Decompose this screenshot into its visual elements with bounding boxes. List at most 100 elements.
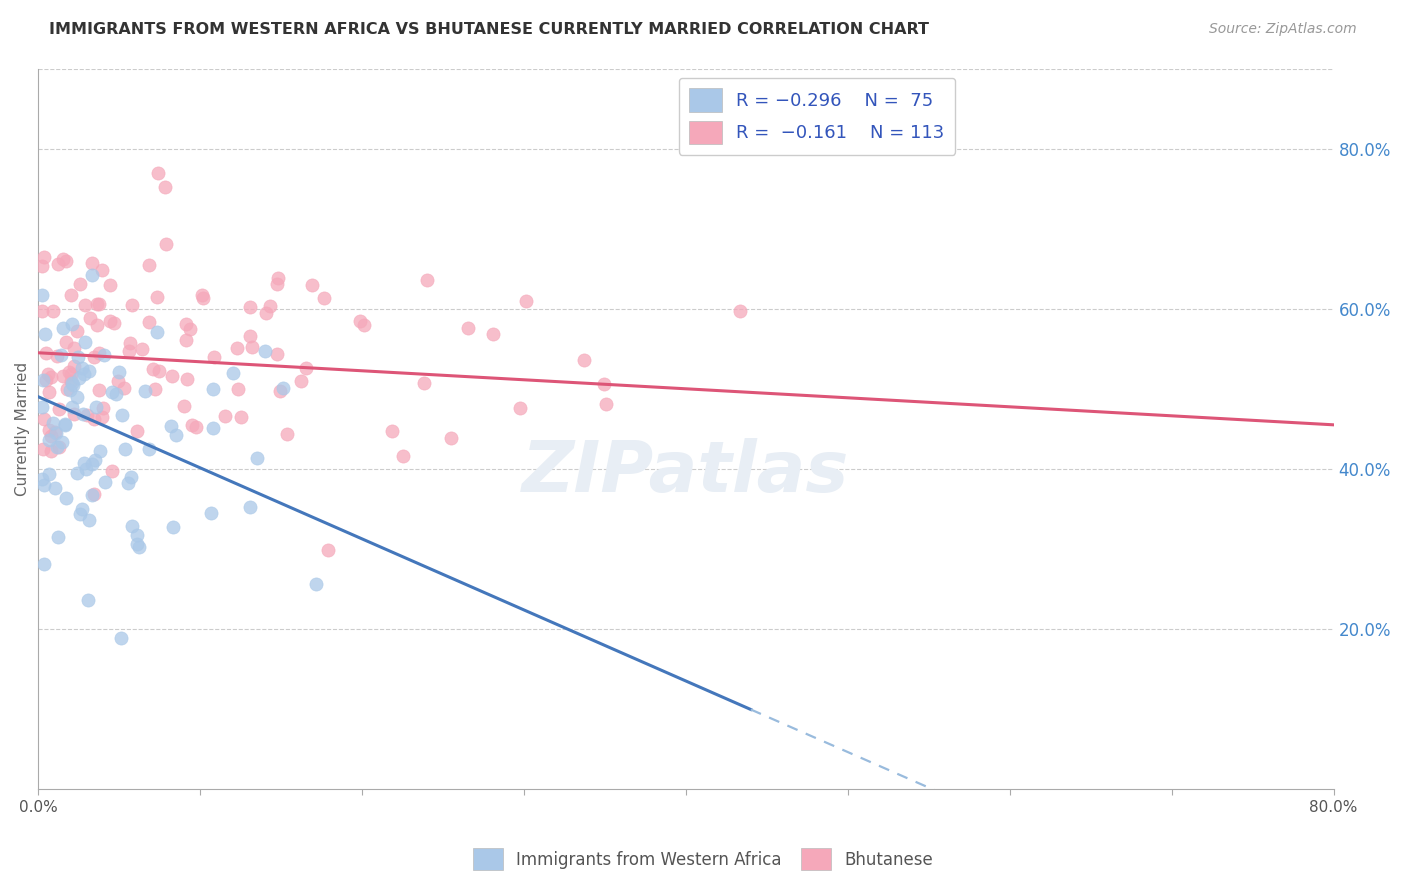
Point <box>481 326 503 341</box>
Y-axis label: Currently Married: Currently Married <box>15 362 30 496</box>
Point <box>138 258 160 272</box>
Point <box>229 409 252 424</box>
Point <box>72 501 94 516</box>
Point <box>515 294 537 309</box>
Point <box>38 467 60 482</box>
Point <box>79 310 101 325</box>
Point <box>128 540 150 554</box>
Point <box>295 361 318 376</box>
Point <box>118 336 141 351</box>
Point <box>246 451 269 466</box>
Point <box>457 321 479 335</box>
Point <box>82 457 104 471</box>
Point <box>416 272 439 286</box>
Point <box>46 257 69 271</box>
Point <box>728 303 751 318</box>
Point <box>86 318 108 333</box>
Point <box>160 369 183 384</box>
Point <box>91 263 114 277</box>
Point <box>69 507 91 521</box>
Point <box>153 180 176 194</box>
Point <box>94 475 117 490</box>
Point <box>138 442 160 456</box>
Point <box>267 270 290 285</box>
Point <box>76 593 98 607</box>
Point <box>48 401 70 416</box>
Point <box>91 409 114 424</box>
Point <box>131 342 153 356</box>
Point <box>38 433 60 447</box>
Point <box>76 409 98 423</box>
Point <box>592 376 614 391</box>
Point <box>101 464 124 478</box>
Point <box>180 418 202 433</box>
Point <box>125 424 148 438</box>
Point <box>595 397 617 411</box>
Point <box>52 252 75 266</box>
Point <box>191 288 214 302</box>
Point <box>572 353 595 368</box>
Point <box>83 412 105 426</box>
Point <box>305 577 328 591</box>
Point <box>174 318 197 332</box>
Point <box>53 417 76 431</box>
Point <box>66 325 89 339</box>
Point <box>98 278 121 293</box>
Legend: R = −0.296    N =  75, R =  −0.161    N = 113: R = −0.296 N = 75, R = −0.161 N = 113 <box>679 78 956 154</box>
Point <box>125 537 148 551</box>
Point <box>202 382 225 396</box>
Point <box>214 409 236 423</box>
Point <box>266 277 288 291</box>
Point <box>111 409 134 423</box>
Point <box>55 491 77 506</box>
Point <box>60 288 83 302</box>
Point <box>60 368 83 382</box>
Point <box>87 383 110 397</box>
Point <box>179 321 201 335</box>
Point <box>254 305 277 319</box>
Point <box>174 333 197 347</box>
Point <box>80 256 103 270</box>
Point <box>290 375 312 389</box>
Point <box>200 506 222 520</box>
Point <box>87 296 110 310</box>
Point <box>222 366 245 380</box>
Point <box>301 278 323 293</box>
Point <box>117 475 139 490</box>
Point <box>46 530 69 544</box>
Point <box>82 488 104 502</box>
Point <box>32 478 55 492</box>
Point <box>86 297 108 311</box>
Point <box>42 304 65 318</box>
Point <box>32 411 55 425</box>
Point <box>60 317 83 331</box>
Text: Source: ZipAtlas.com: Source: ZipAtlas.com <box>1209 22 1357 37</box>
Point <box>146 326 169 340</box>
Point <box>226 382 249 396</box>
Point <box>60 376 83 390</box>
Point <box>239 300 262 314</box>
Point <box>83 486 105 500</box>
Point <box>45 349 67 363</box>
Text: IMMIGRANTS FROM WESTERN AFRICA VS BHUTANESE CURRENTLY MARRIED CORRELATION CHART: IMMIGRANTS FROM WESTERN AFRICA VS BHUTAN… <box>49 22 929 37</box>
Point <box>176 371 198 385</box>
Point <box>509 401 531 416</box>
Point <box>121 518 143 533</box>
Point <box>162 520 184 534</box>
Point <box>63 341 86 355</box>
Point <box>45 425 67 440</box>
Point <box>35 373 58 387</box>
Point <box>53 417 76 432</box>
Point <box>49 348 72 362</box>
Point <box>276 427 298 442</box>
Point <box>56 382 79 396</box>
Point <box>37 368 59 382</box>
Text: ZIPatlas: ZIPatlas <box>522 438 849 507</box>
Point <box>31 260 53 274</box>
Point <box>63 407 86 421</box>
Point <box>39 429 62 443</box>
Point <box>52 321 75 335</box>
Point <box>112 381 135 395</box>
Point <box>93 401 115 415</box>
Point <box>118 344 141 359</box>
